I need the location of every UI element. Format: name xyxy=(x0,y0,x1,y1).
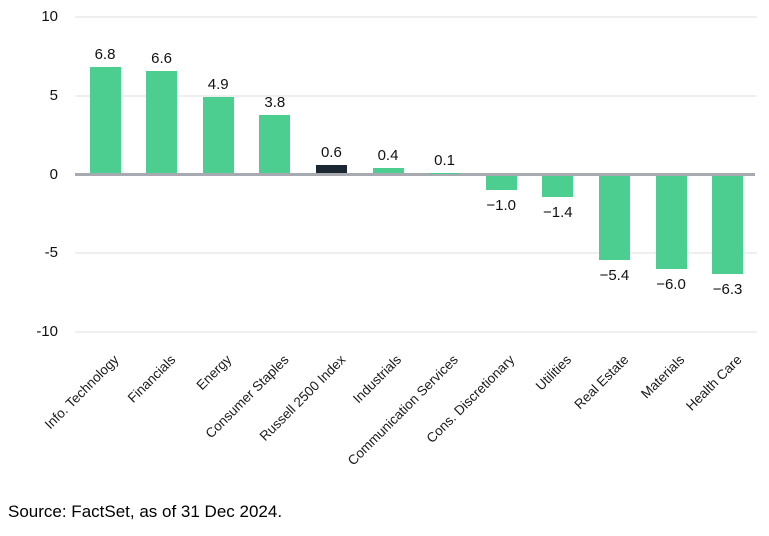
x-axis-category-label: Health Care xyxy=(682,352,745,414)
x-axis-category-label: Info. Technology xyxy=(41,352,122,432)
bar-value-label: −6.0 xyxy=(656,276,686,293)
bar-value-label: 6.6 xyxy=(151,49,173,67)
bar-value-label: 0.4 xyxy=(377,147,399,165)
bar-value-label: −5.4 xyxy=(599,266,630,284)
bar xyxy=(89,67,121,173)
gridline xyxy=(75,16,757,18)
bar-value-label: −1.4 xyxy=(542,203,573,221)
x-axis-category-label: Materials xyxy=(638,352,688,402)
bar-value-label: −1.0 xyxy=(486,197,516,215)
bar xyxy=(146,70,178,173)
bar xyxy=(485,176,517,191)
y-axis-tick-label: -5 xyxy=(44,244,58,262)
source-note: Source: FactSet, as of 31 Dec 2024. xyxy=(8,502,283,521)
gridline xyxy=(75,94,757,97)
bar-value-label: 3.8 xyxy=(264,93,286,111)
x-axis-category-label: Industrials xyxy=(350,352,405,407)
x-axis-category-label: Utilities xyxy=(533,352,575,394)
y-axis-tick-label: 0 xyxy=(49,165,58,183)
bar xyxy=(259,114,291,173)
x-axis-category-label: Real Estate xyxy=(571,352,632,412)
x-axis-category-label: Financials xyxy=(124,352,179,406)
x-axis-category-label: Energy xyxy=(193,352,235,393)
bar xyxy=(655,176,687,269)
y-axis-tick-label: 10 xyxy=(41,8,58,25)
bar xyxy=(712,176,744,274)
bar-value-label: −6.3 xyxy=(712,280,743,298)
x-axis-category-label: Communication Services xyxy=(345,352,462,469)
gridline xyxy=(75,252,757,255)
bar-value-label: 0.1 xyxy=(434,151,456,169)
bar-value-label: 0.6 xyxy=(320,144,342,162)
bar xyxy=(202,97,234,173)
y-axis-tick-label: -10 xyxy=(36,323,58,340)
bar-value-label: 6.8 xyxy=(94,46,116,64)
bar xyxy=(542,176,574,197)
bar xyxy=(372,168,404,173)
zero-axis-line xyxy=(75,173,755,176)
bar xyxy=(315,165,347,173)
bar-value-label: 4.9 xyxy=(207,76,229,94)
bar xyxy=(429,172,461,174)
bar xyxy=(598,176,630,260)
gridline xyxy=(75,331,757,333)
y-axis-tick-label: 5 xyxy=(49,86,58,104)
